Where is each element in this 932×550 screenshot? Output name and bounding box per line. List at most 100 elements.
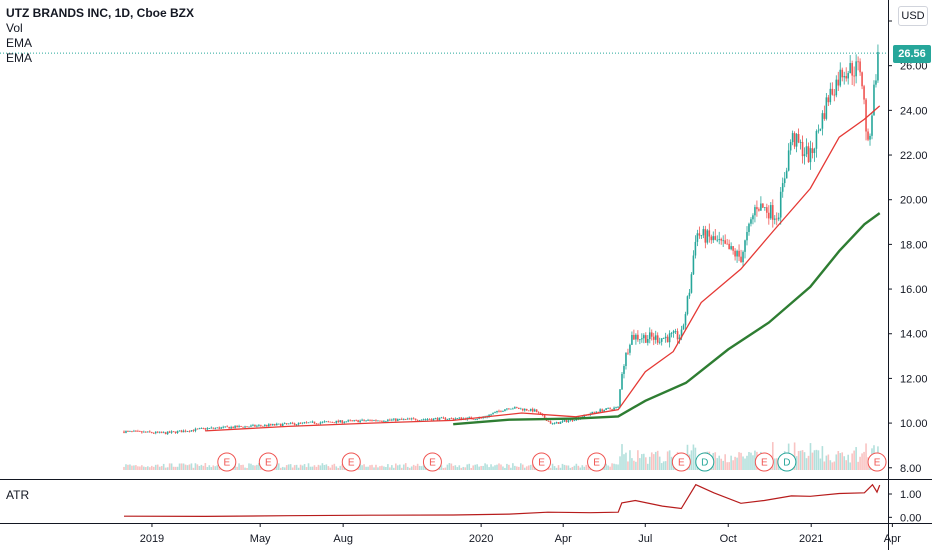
volume-bar bbox=[750, 452, 752, 470]
volume-bar bbox=[793, 442, 796, 470]
candle-body bbox=[813, 148, 816, 154]
candle-body bbox=[537, 412, 540, 413]
candle-body bbox=[656, 335, 659, 343]
legend-vol[interactable]: Vol bbox=[6, 21, 23, 35]
volume-bar bbox=[373, 467, 375, 470]
volume-bar bbox=[748, 451, 750, 470]
volume-bar bbox=[569, 467, 572, 470]
candle-body bbox=[331, 422, 334, 423]
volume-bar bbox=[623, 454, 625, 470]
volume-bar bbox=[837, 451, 840, 470]
volume-bar bbox=[742, 456, 744, 470]
volume-bar bbox=[365, 466, 367, 470]
volume-bar bbox=[553, 466, 556, 470]
volume-bar bbox=[658, 456, 661, 470]
candle-body bbox=[371, 420, 373, 421]
candle-body bbox=[160, 431, 163, 433]
candle-body bbox=[490, 414, 492, 416]
volume-bar bbox=[460, 467, 463, 470]
atr-legend[interactable]: ATR bbox=[6, 488, 30, 502]
candle-body bbox=[734, 250, 736, 257]
legend-ema-slow[interactable]: EMA bbox=[6, 51, 33, 65]
earnings-marker-label: E bbox=[678, 458, 685, 469]
earnings-marker-circle bbox=[341, 452, 361, 472]
candle-body bbox=[347, 420, 349, 422]
earnings-marker-label: E bbox=[538, 458, 545, 469]
volume-bar bbox=[319, 465, 322, 470]
volume-bar bbox=[506, 463, 508, 470]
candle-body bbox=[307, 422, 310, 424]
candle-body bbox=[873, 84, 875, 116]
earnings-marker: E bbox=[671, 452, 691, 472]
candle-body bbox=[357, 420, 359, 423]
candle-body bbox=[152, 432, 155, 434]
candle-body bbox=[599, 409, 601, 412]
earnings-marker-circle bbox=[867, 452, 887, 472]
candle-body bbox=[805, 146, 808, 155]
volume-bar bbox=[605, 463, 607, 470]
time-tick-label: Aug bbox=[333, 533, 353, 545]
volume-bar bbox=[516, 466, 518, 470]
volume-bar bbox=[123, 466, 125, 470]
volume-bar bbox=[525, 466, 528, 470]
candle-body bbox=[129, 430, 131, 432]
volume-bar bbox=[137, 466, 139, 470]
volume-bar bbox=[141, 465, 143, 470]
candle-body bbox=[625, 352, 627, 367]
volume-bar bbox=[775, 458, 778, 470]
volume-bar bbox=[452, 465, 455, 470]
candle-body bbox=[785, 170, 788, 179]
volume-bar bbox=[258, 463, 260, 470]
volume-bar bbox=[579, 467, 582, 470]
candle-body bbox=[351, 420, 353, 422]
candle-body bbox=[843, 76, 846, 78]
volume-bar bbox=[865, 443, 867, 470]
volume-bar bbox=[200, 464, 203, 470]
volume-bar bbox=[815, 449, 818, 470]
candle-body bbox=[631, 334, 633, 345]
symbol-title[interactable]: UTZ BRANDS INC, 1D, Cboe BZX bbox=[6, 6, 195, 20]
volume-bar bbox=[412, 464, 415, 470]
volume-bar bbox=[446, 464, 449, 470]
volume-bar bbox=[371, 464, 373, 470]
volume-bar bbox=[773, 458, 776, 470]
candle-body bbox=[436, 418, 439, 421]
candle-body bbox=[148, 431, 151, 433]
candle-body bbox=[773, 218, 776, 220]
volume-bar bbox=[466, 464, 469, 470]
price-tick-label: 12.00 bbox=[900, 373, 928, 385]
volume-bar bbox=[621, 444, 623, 470]
atr-line bbox=[123, 483, 881, 518]
candle-body bbox=[264, 424, 266, 426]
volume-bar bbox=[299, 464, 302, 470]
candle-body bbox=[525, 408, 528, 411]
earnings-marker: E bbox=[258, 452, 278, 472]
candle-body bbox=[428, 419, 431, 420]
volume-bar bbox=[295, 464, 298, 470]
volume-bar bbox=[397, 465, 399, 470]
volume-bar bbox=[565, 465, 568, 470]
volume-bar bbox=[256, 464, 258, 470]
volume-bar bbox=[172, 466, 175, 470]
currency-button[interactable]: USD bbox=[898, 6, 928, 26]
candle-body bbox=[696, 233, 699, 242]
candle-body bbox=[775, 218, 778, 220]
volume-bar bbox=[305, 467, 308, 470]
candle-body bbox=[408, 418, 411, 420]
volume-bar bbox=[692, 444, 695, 470]
candle-body bbox=[343, 422, 346, 423]
candle-body bbox=[523, 408, 526, 411]
candle-body bbox=[244, 426, 246, 428]
legend-ema-fast[interactable]: EMA bbox=[6, 36, 33, 50]
candle-body bbox=[137, 430, 139, 432]
candle-body bbox=[869, 135, 871, 140]
volume-bar bbox=[744, 458, 746, 470]
candle-body bbox=[831, 88, 834, 95]
candle-body bbox=[646, 339, 649, 343]
volume-bar bbox=[557, 465, 560, 470]
volume-bar bbox=[254, 465, 256, 470]
candle-body bbox=[740, 256, 742, 263]
candle-body bbox=[627, 352, 629, 354]
volume-bar bbox=[829, 460, 832, 470]
volume-bar bbox=[839, 453, 842, 470]
